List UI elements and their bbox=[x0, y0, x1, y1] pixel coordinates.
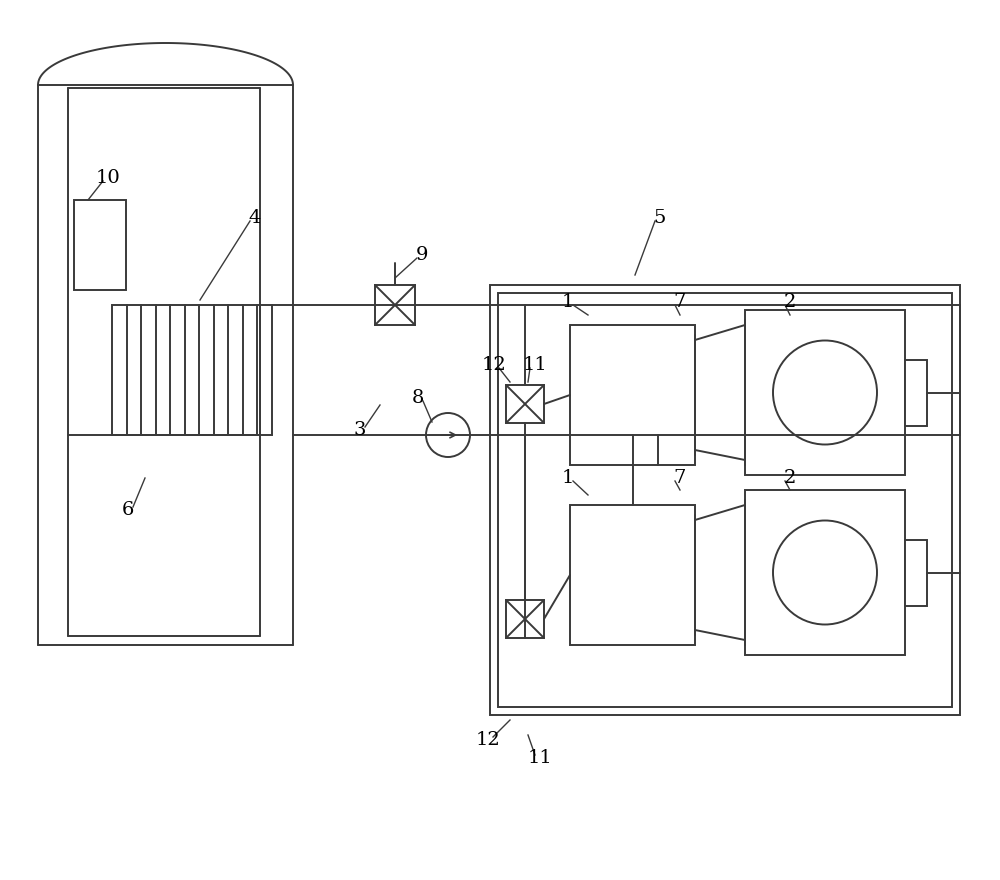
Text: 11: 11 bbox=[523, 356, 547, 374]
Circle shape bbox=[426, 413, 470, 457]
Text: 1: 1 bbox=[562, 469, 574, 487]
Bar bbox=[375, 285, 415, 325]
Text: 2: 2 bbox=[784, 469, 796, 487]
Bar bbox=[506, 385, 544, 423]
Text: 10: 10 bbox=[96, 169, 120, 187]
Bar bbox=[506, 600, 544, 638]
Text: 6: 6 bbox=[122, 501, 134, 519]
Circle shape bbox=[773, 520, 877, 625]
Text: 9: 9 bbox=[416, 246, 428, 264]
Bar bbox=[112, 305, 272, 435]
Text: 7: 7 bbox=[674, 293, 686, 311]
Text: 1: 1 bbox=[562, 293, 574, 311]
Bar bbox=[745, 310, 905, 475]
Text: 2: 2 bbox=[784, 293, 796, 311]
Bar bbox=[745, 490, 905, 655]
Text: 12: 12 bbox=[476, 731, 500, 749]
Bar bbox=[498, 293, 952, 707]
Bar bbox=[74, 200, 126, 290]
Text: 5: 5 bbox=[654, 209, 666, 227]
Bar bbox=[490, 285, 960, 715]
Circle shape bbox=[773, 341, 877, 444]
Text: 12: 12 bbox=[482, 356, 506, 374]
Text: 3: 3 bbox=[354, 421, 366, 439]
Text: 11: 11 bbox=[528, 749, 552, 767]
Text: 4: 4 bbox=[249, 209, 261, 227]
Bar bbox=[905, 360, 927, 426]
Bar bbox=[570, 505, 695, 645]
Text: 8: 8 bbox=[412, 389, 424, 407]
Bar bbox=[570, 325, 695, 465]
Bar bbox=[905, 539, 927, 605]
Text: 7: 7 bbox=[674, 469, 686, 487]
